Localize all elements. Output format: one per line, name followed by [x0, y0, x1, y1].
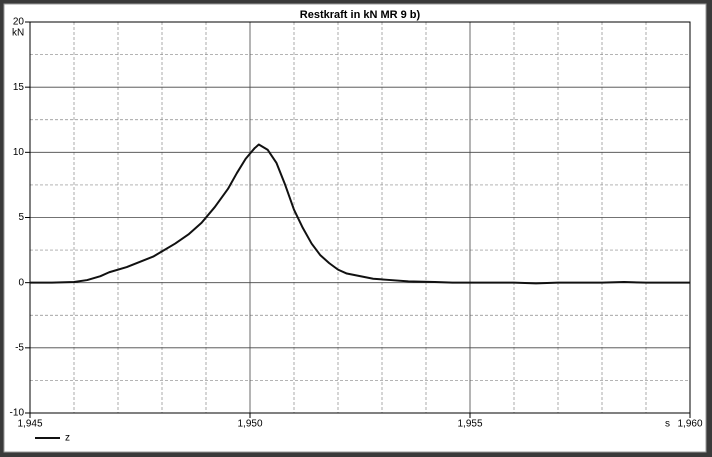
data-line	[30, 143, 690, 285]
chart-title: Restkraft in kN MR 9 b)	[300, 9, 421, 21]
panel	[3, 3, 707, 453]
y-tick-label: 20	[13, 17, 25, 28]
y-tick-label: 0	[18, 277, 24, 288]
x-tick-label: 1,950	[237, 419, 262, 430]
y-tick-label: -5	[15, 342, 24, 353]
x-tick-label: 1,955	[457, 419, 482, 430]
y-tick-label: 15	[13, 82, 25, 93]
x-tick-label: 1,945	[17, 419, 42, 430]
y-axis-label: kN	[12, 28, 24, 39]
y-tick-label: 10	[13, 147, 25, 158]
y-tick-label: -10	[10, 408, 25, 419]
plot-frame	[29, 21, 691, 414]
x-axis-label: s	[665, 419, 670, 430]
x-tick-label: 1,960	[677, 419, 702, 430]
legend-label: z	[65, 433, 70, 444]
y-tick-label: 5	[18, 212, 24, 223]
